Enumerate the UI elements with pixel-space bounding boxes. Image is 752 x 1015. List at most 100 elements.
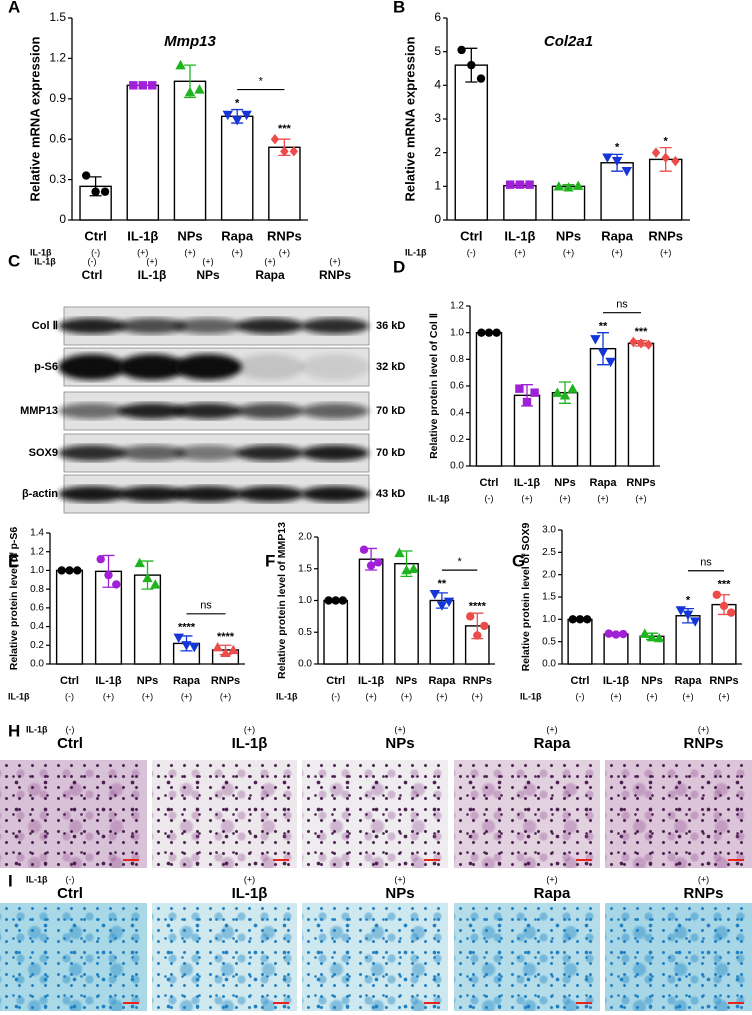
x-tick-label: Rapa [675, 675, 703, 687]
y-tick-label: 1.5 [298, 563, 312, 574]
bar [133, 574, 162, 665]
panel-label: B [393, 0, 405, 16]
size-label: 70 kD [376, 405, 405, 417]
panel-label: F [265, 551, 275, 570]
data-point [91, 187, 100, 196]
bar [394, 562, 419, 665]
data-point [530, 388, 539, 397]
y-axis-label: Relative mRNA expression [402, 36, 417, 201]
significance-label: * [235, 97, 240, 109]
significance-label: **** [178, 622, 196, 634]
data-point [280, 146, 289, 157]
y-tick-label: 0.0 [542, 659, 556, 670]
data-point [629, 336, 638, 348]
significance-label: * [615, 142, 620, 154]
comparison-label: ns [700, 557, 712, 569]
condition-label: (+) [611, 247, 622, 257]
condition-label: (-) [485, 493, 494, 503]
significance-label: *** [278, 123, 292, 135]
condition-label: (+) [264, 256, 275, 266]
x-tick-label: Rapa [601, 228, 634, 243]
significance-label: * [664, 136, 669, 148]
x-tick-label: RNPs [211, 675, 240, 687]
y-tick-label: 0.9 [49, 91, 66, 105]
blot-band [236, 486, 304, 502]
data-point [484, 328, 494, 337]
sample-label: IL-1β [232, 735, 268, 752]
x-tick-label: NPs [641, 675, 662, 687]
protein-label: SOX9 [29, 447, 58, 459]
data-point [73, 566, 82, 575]
x-tick-label: Ctrl [571, 675, 590, 687]
blot-band [301, 318, 369, 334]
data-point [467, 60, 476, 70]
y-tick-label: 2.5 [542, 547, 556, 558]
data-point [525, 180, 534, 189]
condition-label: (-) [88, 256, 97, 266]
data-point [331, 596, 340, 605]
condition-label: (+) [220, 691, 231, 701]
condition-label: (+) [546, 724, 557, 734]
blot-band [58, 403, 126, 419]
data-point [289, 146, 299, 157]
data-point [134, 557, 145, 568]
x-tick-label: Ctrl [326, 675, 345, 687]
bar [475, 331, 503, 467]
data-point [573, 180, 584, 190]
data-point [619, 629, 628, 639]
condition-label: (+) [635, 493, 646, 503]
blot-band [118, 318, 186, 334]
data-point [661, 152, 670, 163]
panel-label: E [8, 551, 19, 570]
data-point [515, 180, 525, 189]
sample-label: Ctrl [57, 735, 83, 752]
data-point [457, 45, 466, 55]
data-point [443, 597, 455, 607]
bar [358, 558, 384, 665]
x-tick-label: Rapa [221, 228, 254, 243]
condition-label: (+) [698, 874, 709, 884]
data-point [373, 558, 383, 567]
y-tick-label: 1 [434, 179, 441, 193]
significance-label: ** [599, 321, 608, 333]
blot-band [118, 486, 186, 502]
row-label: IL-1β [8, 691, 30, 701]
data-point [194, 84, 205, 94]
data-point [241, 110, 252, 121]
sample-label: Rapa [534, 735, 571, 752]
data-point [148, 81, 157, 90]
panel-label: H [8, 721, 20, 740]
y-tick-label: 1.5 [49, 10, 66, 24]
condition-label: (+) [546, 874, 557, 884]
data-point [129, 81, 138, 90]
x-tick-label: NPs [554, 477, 575, 489]
x-tick-label: RNPs [626, 477, 655, 489]
x-tick-label: Ctrl [60, 675, 79, 687]
data-point [568, 615, 577, 624]
stain-image [152, 903, 297, 1011]
bar [268, 146, 301, 221]
data-point [590, 335, 601, 345]
y-tick-label: 0.0 [30, 659, 44, 670]
data-point [57, 566, 66, 575]
significance-label: **** [217, 631, 235, 643]
y-tick-label: 2.0 [542, 569, 556, 580]
data-point [436, 601, 448, 611]
condition-label: (-) [65, 691, 74, 701]
sample-label: NPs [196, 268, 220, 282]
size-label: 70 kD [376, 447, 405, 459]
bar [126, 84, 160, 221]
data-point [228, 644, 239, 655]
data-point [65, 566, 74, 575]
y-tick-label: 1.0 [542, 614, 556, 625]
data-point [222, 110, 233, 121]
blot-band [236, 354, 304, 380]
y-tick-label: 0.3 [49, 172, 66, 186]
data-point [567, 383, 578, 393]
row-label: IL-1β [276, 691, 298, 701]
y-tick-label: 0.6 [49, 131, 66, 145]
data-point [644, 339, 653, 350]
protein-label: p-S6 [34, 361, 58, 373]
significance-label: * [686, 594, 691, 606]
